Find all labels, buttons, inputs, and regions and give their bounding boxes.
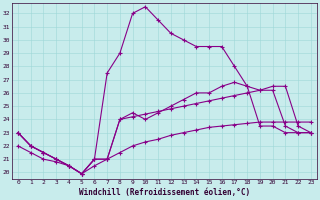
X-axis label: Windchill (Refroidissement éolien,°C): Windchill (Refroidissement éolien,°C) [79, 188, 250, 197]
